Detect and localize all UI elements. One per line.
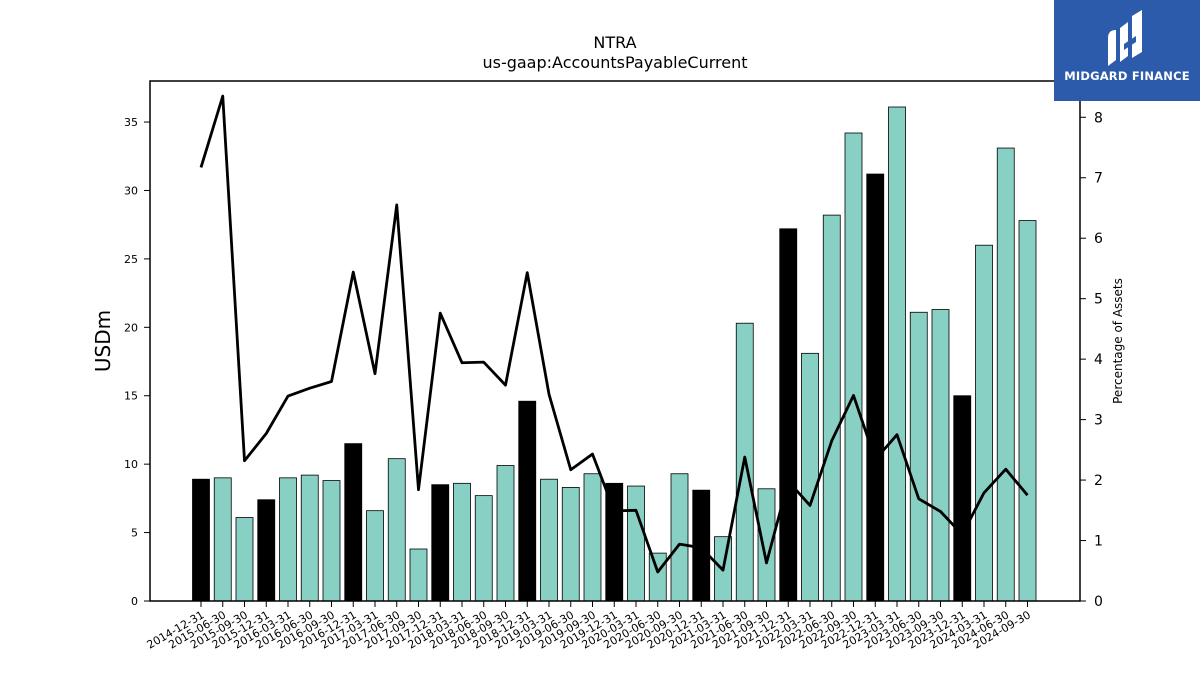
bar-2019-12-31 — [605, 482, 624, 602]
y2-tick-label: 0 — [1094, 594, 1103, 610]
logo-mark-icon — [1108, 10, 1142, 66]
bar-2020-06-30 — [648, 552, 667, 602]
bar-2018-09-30 — [496, 465, 515, 602]
bar-2018-12-31 — [518, 400, 537, 602]
line-group — [199, 94, 1029, 574]
bar-2022-03-31 — [801, 352, 819, 602]
bar-2023-12-31 — [953, 395, 972, 602]
y-tick-label: 30 — [124, 184, 138, 197]
bar-2016-03-31 — [279, 477, 297, 602]
y2-axis-ticks: 0 1 2 3 4 5 6 7 8 — [1080, 110, 1103, 610]
bar-2017-12-31 — [431, 484, 450, 602]
chart-subtitle: us-gaap:AccountsPayableCurrent — [482, 53, 747, 72]
bar-2017-03-31 — [366, 510, 384, 602]
bar-2023-09-30 — [931, 309, 950, 602]
y-tick-label: 25 — [124, 253, 138, 266]
bar-2020-09-30 — [670, 473, 689, 602]
logo: MIDGARD FINANCE — [1054, 0, 1200, 101]
bar-2019-06-30 — [561, 487, 580, 602]
bar-2016-09-30 — [322, 480, 341, 602]
logo-text: MIDGARD FINANCE — [1064, 69, 1190, 83]
plot-frame — [149, 80, 1081, 602]
y-tick-label: 5 — [131, 527, 138, 540]
y2-tick-label: 1 — [1094, 534, 1103, 550]
bar-2016-06-30 — [300, 474, 319, 602]
x-axis-ticks: 2014-12-312015-06-302015-09-302015-12-31… — [145, 601, 1033, 652]
chart-title: NTRA — [593, 33, 636, 52]
bar-2024-09-30 — [1018, 220, 1037, 602]
y-tick-label: 35 — [124, 116, 138, 129]
y2-tick-label: 2 — [1094, 473, 1103, 489]
bar-2016-12-31 — [344, 443, 363, 602]
y2-tick-label: 8 — [1094, 110, 1103, 126]
bar-2022-06-30 — [822, 214, 841, 602]
y-tick-label: 20 — [124, 321, 138, 334]
bar-2017-09-30 — [409, 548, 428, 602]
bar-2015-09-30 — [235, 517, 254, 602]
y2-tick-label: 6 — [1094, 231, 1103, 247]
bar-2015-12-31 — [257, 499, 276, 602]
y2-tick-label: 7 — [1094, 171, 1103, 187]
percentage-of-assets-line — [199, 94, 1029, 574]
bar-2023-03-31 — [888, 106, 906, 602]
bar-2014-12-31 — [192, 478, 210, 602]
bar-2024-06-30 — [996, 147, 1015, 602]
bar-2020-03-31 — [627, 485, 645, 602]
y2-tick-label: 3 — [1094, 413, 1103, 429]
y-tick-label: 15 — [124, 390, 138, 403]
y2-tick-label: 5 — [1094, 292, 1103, 308]
y2-tick-label: 4 — [1094, 352, 1103, 368]
bar-2015-06-30 — [213, 477, 232, 602]
bar-2018-03-31 — [453, 482, 471, 602]
bar-2024-03-31 — [975, 244, 993, 602]
y-axis-ticks: 0 5 10 15 20 25 30 35 — [124, 116, 150, 608]
bar-2019-03-31 — [540, 478, 558, 602]
bar-2022-12-31 — [866, 173, 885, 602]
bar-2021-12-31 — [779, 228, 798, 602]
bar-2019-09-30 — [583, 473, 602, 602]
bars-group — [192, 106, 1037, 602]
bar-2022-09-30 — [844, 132, 863, 602]
y-tick-label: 0 — [131, 595, 138, 608]
y2-axis-label: Percentage of Assets — [1111, 278, 1125, 404]
bar-2018-06-30 — [474, 495, 493, 602]
bar-2017-06-30 — [387, 458, 406, 602]
bar-2023-06-30 — [909, 311, 928, 602]
y-tick-label: 10 — [124, 458, 138, 471]
y-axis-label: USDm — [91, 310, 115, 372]
